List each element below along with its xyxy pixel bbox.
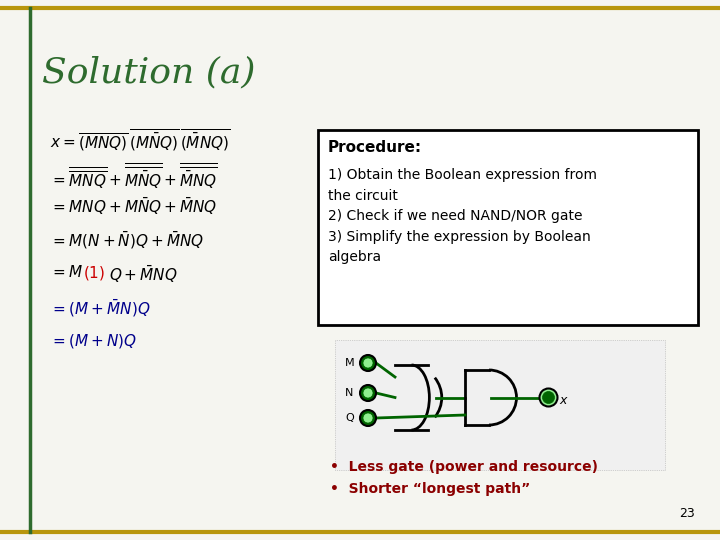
Text: x: x: [559, 394, 567, 407]
Circle shape: [363, 388, 373, 398]
Text: Procedure:: Procedure:: [328, 140, 422, 155]
Text: $(1)$: $(1)$: [83, 264, 105, 282]
Text: $= MNQ + M\bar{N}Q + \bar{M}NQ$: $= MNQ + M\bar{N}Q + \bar{M}NQ$: [50, 196, 217, 217]
FancyBboxPatch shape: [318, 130, 698, 325]
Circle shape: [539, 388, 557, 407]
Circle shape: [360, 410, 376, 426]
Text: 1) Obtain the Boolean expression from
the circuit
2) Check if we need NAND/NOR g: 1) Obtain the Boolean expression from th…: [328, 168, 597, 265]
Circle shape: [363, 358, 373, 368]
Text: Q: Q: [345, 413, 354, 423]
Text: 23: 23: [679, 507, 695, 520]
Text: $= \overline{\overline{MNQ}} + \overline{\overline{M\bar{N}Q}} + \overline{\over: $= \overline{\overline{MNQ}} + \overline…: [50, 162, 218, 191]
Circle shape: [363, 413, 373, 423]
Text: $= \left(M + N\right)Q$: $= \left(M + N\right)Q$: [50, 332, 138, 350]
Text: •  Less gate (power and resource): • Less gate (power and resource): [330, 460, 598, 474]
Text: N: N: [345, 388, 354, 398]
Text: •  Shorter “longest path”: • Shorter “longest path”: [330, 482, 530, 496]
Text: $= M$: $= M$: [50, 264, 84, 280]
Circle shape: [360, 385, 376, 401]
Text: $= M\left(N + \bar{N}\right)Q + \bar{M}NQ$: $= M\left(N + \bar{N}\right)Q + \bar{M}N…: [50, 230, 204, 251]
Text: M: M: [345, 358, 355, 368]
Circle shape: [360, 355, 376, 371]
FancyBboxPatch shape: [335, 340, 665, 470]
Text: $= \left(M + \bar{M}N\right)Q$: $= \left(M + \bar{M}N\right)Q$: [50, 298, 150, 319]
Circle shape: [542, 392, 554, 403]
Text: $Q + \bar{M}NQ$: $Q + \bar{M}NQ$: [109, 264, 178, 285]
Text: $x = \overline{(MNQ)}\,\overline{(M\bar{N}Q)}\,\overline{(\bar{M}NQ)}$: $x = \overline{(MNQ)}\,\overline{(M\bar{…: [50, 128, 230, 153]
Text: Solution (a): Solution (a): [42, 55, 256, 89]
